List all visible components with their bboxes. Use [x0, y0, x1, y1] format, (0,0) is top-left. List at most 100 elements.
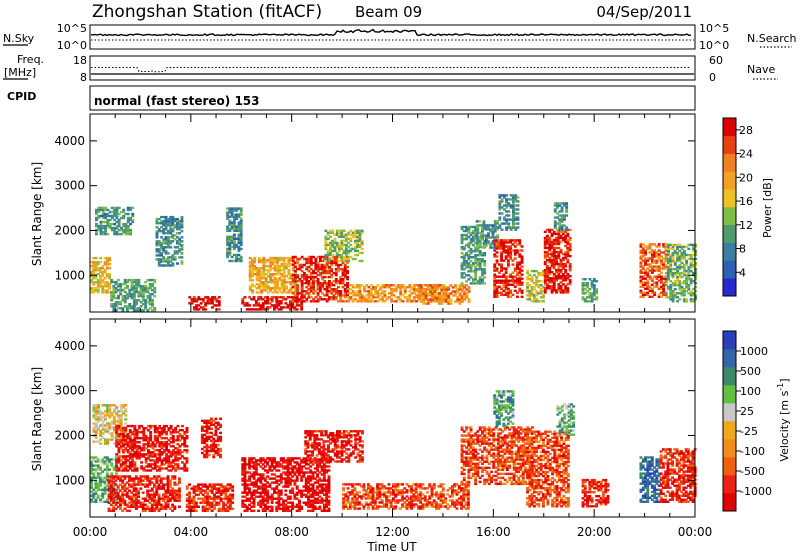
data-cell [173, 477, 176, 479]
data-cell [197, 506, 200, 508]
data-cell [262, 304, 265, 306]
data-cell [653, 292, 656, 294]
data-cell [514, 229, 517, 231]
data-cell [512, 294, 515, 296]
data-cell [178, 490, 181, 492]
data-cell [346, 278, 349, 280]
data-cell [97, 404, 100, 406]
data-cell [556, 229, 559, 231]
data-cell [383, 290, 386, 292]
data-cell [569, 229, 572, 231]
data-cell [108, 283, 111, 285]
colorbar-swatch [723, 171, 736, 189]
data-cell [425, 292, 428, 294]
data-cell [483, 282, 486, 284]
data-cell [240, 248, 243, 250]
data-cell [566, 289, 569, 291]
data-cell [356, 254, 359, 256]
data-cell [507, 214, 510, 216]
data-cell [404, 292, 407, 294]
data-cell [593, 284, 596, 286]
data-cell [521, 265, 524, 267]
data-cell [665, 292, 668, 294]
colorbar-swatch [723, 225, 736, 243]
data-cell [253, 257, 256, 259]
data-cell [108, 273, 111, 275]
nsky-tick-top: 10^5 [57, 22, 87, 35]
data-cell [97, 289, 100, 291]
data-cell [167, 504, 170, 506]
data-cell [131, 219, 134, 221]
data-cell [153, 295, 156, 297]
data-cell [296, 308, 299, 310]
nsky-trace [91, 30, 691, 36]
data-cell [296, 284, 299, 286]
data-cell [337, 286, 340, 288]
data-cell [248, 304, 251, 306]
colorbar-swatch [723, 136, 736, 154]
data-cell [476, 234, 479, 236]
data-cell [301, 266, 304, 268]
data-cell [312, 292, 315, 294]
data-cell [240, 256, 243, 258]
data-cell [535, 290, 538, 292]
data-cell [501, 229, 504, 231]
data-cell [115, 456, 118, 458]
data-cell [361, 248, 364, 250]
data-cell [115, 472, 118, 474]
data-cell [99, 261, 102, 263]
data-cell [502, 259, 505, 261]
data-cell [186, 445, 189, 447]
data-cell [349, 244, 352, 246]
data-cell [595, 288, 598, 290]
data-cell [186, 435, 189, 437]
data-cell [674, 288, 677, 290]
data-cell [470, 248, 473, 250]
data-cell [672, 254, 675, 256]
data-cell [186, 467, 189, 469]
data-cell [253, 296, 256, 298]
data-cell [485, 244, 488, 246]
data-cell [181, 240, 184, 242]
data-cell [176, 262, 179, 264]
data-cell [468, 286, 471, 288]
data-cell [181, 425, 184, 427]
data-cell [346, 282, 349, 284]
data-cell [521, 259, 524, 261]
data-cell [140, 425, 143, 427]
data-cell [517, 222, 520, 224]
data-cell [296, 274, 299, 276]
data-cell [483, 276, 486, 278]
data-cell [95, 257, 98, 259]
data-cell [181, 236, 184, 238]
data-cell [138, 427, 141, 429]
data-cell [222, 502, 225, 504]
data-cell [461, 282, 464, 284]
data-cell [124, 427, 127, 429]
data-cell [149, 431, 152, 433]
data-cell [229, 504, 232, 506]
data-cell [124, 408, 127, 410]
data-cell [218, 504, 221, 506]
data-cell [308, 292, 311, 294]
data-cell [231, 502, 234, 504]
data-cell [158, 425, 161, 427]
y-tick-label: 4000 [54, 134, 85, 148]
data-cell [501, 212, 504, 214]
data-cell [420, 298, 423, 300]
data-cell [231, 485, 234, 487]
data-cell [349, 240, 352, 242]
colorbar-swatch [723, 154, 736, 172]
data-cell [569, 243, 572, 245]
data-cell [474, 276, 477, 278]
data-cell [287, 265, 290, 267]
data-cell [517, 216, 520, 218]
data-cell [569, 275, 572, 277]
data-cell [131, 213, 134, 215]
data-cell [683, 266, 686, 268]
data-cell [124, 410, 127, 412]
data-cell [110, 472, 113, 474]
data-cell [483, 220, 486, 222]
